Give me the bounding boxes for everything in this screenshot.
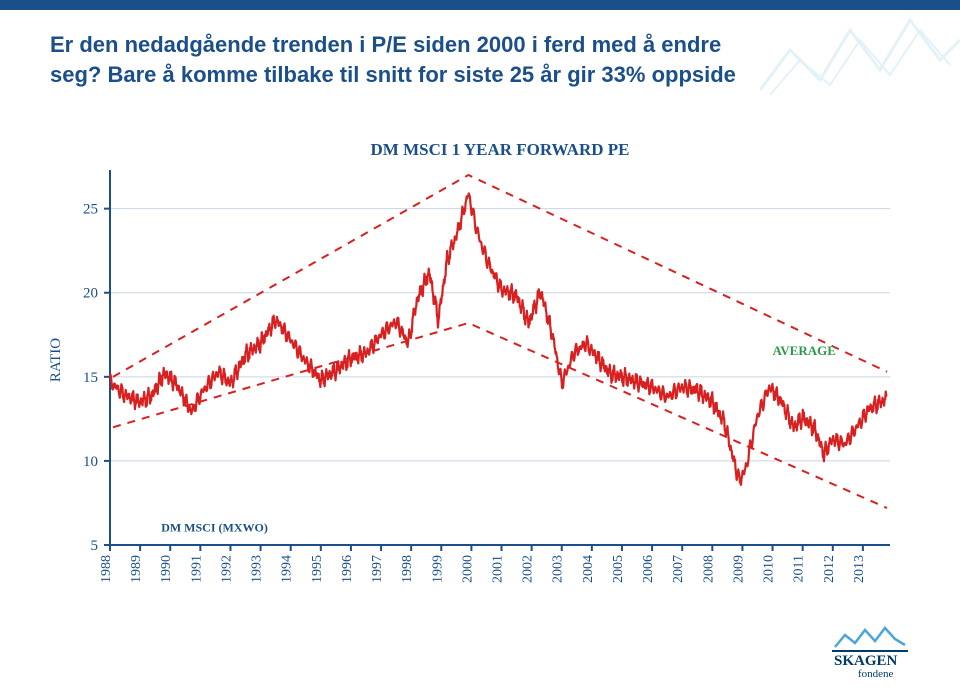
svg-text:2003: 2003 xyxy=(551,555,566,583)
svg-text:AVERAGE: AVERAGE xyxy=(773,343,836,358)
slide-title: Er den nedadgående trenden i P/E siden 2… xyxy=(50,30,910,89)
svg-text:2013: 2013 xyxy=(852,555,867,583)
svg-text:1993: 1993 xyxy=(250,555,265,583)
skagen-logo: SKAGEN fondene xyxy=(830,625,940,680)
svg-text:2002: 2002 xyxy=(521,555,536,583)
svg-text:2005: 2005 xyxy=(611,555,626,583)
svg-text:20: 20 xyxy=(83,286,98,302)
svg-text:1996: 1996 xyxy=(340,555,355,583)
svg-text:DM MSCI 1 YEAR FORWARD PE: DM MSCI 1 YEAR FORWARD PE xyxy=(371,140,630,159)
pe-chart: 5 10 15 20 25 1988 1989 1990 1991 1992 1993 1994 199… xyxy=(40,135,910,605)
pe-chart-svg: 5 10 15 20 25 1988 1989 1990 1991 1992 1993 1994 199… xyxy=(40,135,910,605)
svg-text:5: 5 xyxy=(91,538,99,554)
svg-text:1999: 1999 xyxy=(430,555,445,583)
svg-text:2009: 2009 xyxy=(731,555,746,583)
top-accent-band xyxy=(0,0,960,10)
svg-text:15: 15 xyxy=(83,370,98,386)
svg-text:1991: 1991 xyxy=(189,555,204,583)
svg-text:2008: 2008 xyxy=(701,555,716,583)
slide-title-line1: Er den nedadgående trenden i P/E siden 2… xyxy=(50,32,721,57)
svg-text:2004: 2004 xyxy=(581,555,596,583)
svg-text:RATIO: RATIO xyxy=(48,338,64,382)
slide-title-line2: seg? Bare å komme tilbake til snitt for … xyxy=(50,62,736,87)
svg-text:2012: 2012 xyxy=(822,555,837,583)
svg-text:1992: 1992 xyxy=(219,555,234,583)
svg-text:2007: 2007 xyxy=(671,555,686,583)
svg-text:2001: 2001 xyxy=(491,555,506,583)
svg-text:1997: 1997 xyxy=(370,555,385,583)
svg-text:1994: 1994 xyxy=(280,555,295,583)
svg-text:2000: 2000 xyxy=(460,555,475,583)
svg-text:2006: 2006 xyxy=(641,555,656,583)
svg-text:1989: 1989 xyxy=(129,555,144,583)
svg-text:2011: 2011 xyxy=(792,555,807,582)
svg-text:2010: 2010 xyxy=(762,555,777,583)
logo-brand-bottom: fondene xyxy=(858,668,894,680)
svg-text:25: 25 xyxy=(83,202,98,218)
logo-brand-top: SKAGEN xyxy=(834,653,898,669)
svg-text:DM MSCI (MXWO): DM MSCI (MXWO) xyxy=(161,521,268,535)
svg-text:1988: 1988 xyxy=(99,555,114,583)
skagen-logo-svg: SKAGEN fondene xyxy=(830,625,940,680)
svg-text:1998: 1998 xyxy=(400,555,415,583)
svg-text:1990: 1990 xyxy=(159,555,174,583)
svg-text:10: 10 xyxy=(83,454,98,470)
svg-text:1995: 1995 xyxy=(310,555,325,583)
